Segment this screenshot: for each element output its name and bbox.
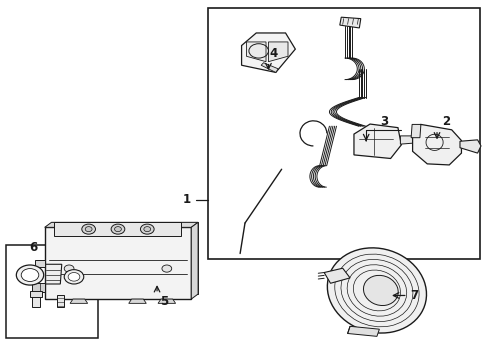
Bar [45, 227, 191, 299]
Polygon shape [413, 125, 462, 165]
Polygon shape [269, 42, 288, 62]
Polygon shape [246, 42, 266, 62]
Polygon shape [57, 295, 64, 307]
Polygon shape [30, 291, 42, 297]
Text: 4: 4 [269, 47, 277, 60]
Circle shape [162, 265, 172, 272]
Polygon shape [129, 299, 147, 303]
Circle shape [111, 224, 125, 234]
Polygon shape [45, 222, 198, 227]
Polygon shape [411, 125, 421, 138]
Text: 5: 5 [160, 296, 169, 309]
Circle shape [16, 265, 44, 285]
Text: 1: 1 [183, 193, 191, 206]
Polygon shape [400, 136, 414, 144]
Circle shape [68, 273, 80, 281]
Ellipse shape [364, 275, 398, 306]
Text: 6: 6 [29, 241, 37, 254]
Polygon shape [460, 140, 481, 153]
Polygon shape [242, 33, 295, 72]
Polygon shape [261, 63, 278, 72]
Polygon shape [354, 124, 401, 158]
Circle shape [85, 226, 92, 231]
Circle shape [144, 226, 151, 231]
Text: 2: 2 [442, 115, 450, 128]
Polygon shape [340, 17, 361, 28]
Circle shape [115, 226, 122, 231]
Polygon shape [191, 222, 198, 299]
Text: 7: 7 [410, 289, 418, 302]
Polygon shape [347, 326, 379, 336]
Polygon shape [158, 299, 175, 303]
Polygon shape [46, 264, 62, 284]
Polygon shape [32, 293, 40, 307]
Text: 3: 3 [380, 115, 388, 128]
Circle shape [21, 269, 39, 282]
Polygon shape [32, 283, 45, 292]
Circle shape [64, 265, 74, 272]
Polygon shape [70, 299, 88, 303]
Circle shape [64, 270, 84, 284]
Circle shape [141, 224, 154, 234]
Bar [54, 222, 181, 236]
Circle shape [82, 224, 96, 234]
Ellipse shape [327, 248, 426, 333]
Bar [51, 222, 198, 294]
Polygon shape [324, 268, 350, 283]
Bar [208, 8, 480, 259]
Polygon shape [35, 260, 45, 267]
Bar [5, 244, 98, 338]
